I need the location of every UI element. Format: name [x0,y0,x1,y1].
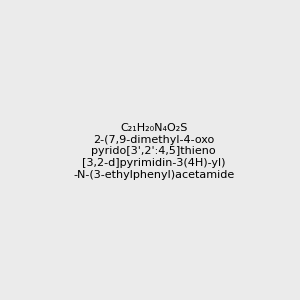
Text: C₂₁H₂₀N₄O₂S
2-(7,9-dimethyl-4-oxo
pyrido[3',2':4,5]thieno
[3,2-d]pyrimidin-3(4H): C₂₁H₂₀N₄O₂S 2-(7,9-dimethyl-4-oxo pyrido… [73,123,234,180]
